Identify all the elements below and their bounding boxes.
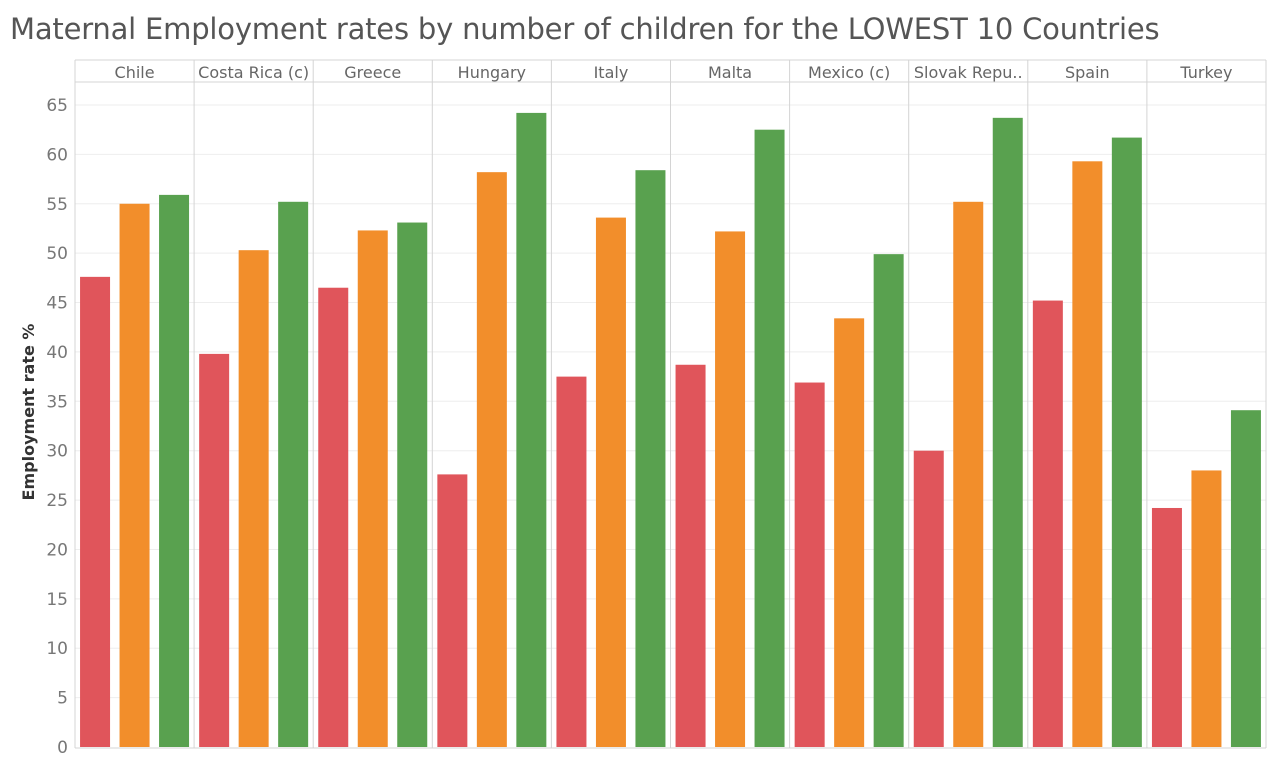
y-tick-label: 20 <box>46 540 68 560</box>
bar <box>675 364 706 747</box>
bar <box>754 129 785 747</box>
category-label: Costa Rica (c) <box>198 63 309 82</box>
y-axis: 0 5 10 15 20 25 30 35 40 45 50 55 60 65 <box>46 96 68 758</box>
category-label: Spain <box>1065 63 1110 82</box>
bar <box>238 250 269 747</box>
y-tick-label: 25 <box>46 491 68 511</box>
bar <box>1191 470 1222 747</box>
bar <box>992 117 1023 748</box>
category-label: Chile <box>115 63 155 82</box>
bar <box>357 230 388 748</box>
bars <box>80 112 1261 748</box>
category-label: Hungary <box>458 63 526 82</box>
y-tick-label: 10 <box>46 639 68 659</box>
bar <box>199 353 230 747</box>
bar <box>119 203 150 747</box>
bar <box>556 376 587 747</box>
category-label: Malta <box>708 63 752 82</box>
bar <box>80 276 111 747</box>
bar <box>1151 507 1182 747</box>
category-label: Turkey <box>1179 63 1232 82</box>
y-tick-label: 55 <box>46 195 68 215</box>
bar <box>873 254 904 747</box>
y-axis-title: Employment rate % <box>19 324 38 501</box>
column-headers: Chile Costa Rica (c) Greece Hungary Italy Mal… <box>75 59 1266 83</box>
y-tick-label: 0 <box>57 738 68 758</box>
bar <box>1072 161 1103 747</box>
y-tick-label: 60 <box>46 145 68 165</box>
bar <box>913 450 944 747</box>
bar <box>1032 300 1063 747</box>
bar <box>635 170 666 748</box>
gridlines <box>74 60 1267 749</box>
bar <box>278 201 309 748</box>
bar <box>437 474 468 747</box>
bar <box>595 217 626 747</box>
y-tick-label: 40 <box>46 343 68 363</box>
bar <box>516 112 547 747</box>
category-label: Slovak Repu.. <box>914 63 1023 82</box>
bar <box>1230 410 1261 747</box>
y-tick-label: 65 <box>46 96 68 116</box>
y-tick-label: 35 <box>46 392 68 412</box>
y-tick-label: 50 <box>46 244 68 264</box>
y-tick-label: 30 <box>46 442 68 462</box>
bar <box>1111 137 1142 747</box>
category-label: Greece <box>344 63 401 82</box>
y-tick-label: 5 <box>57 689 68 709</box>
bar <box>834 318 865 747</box>
bar <box>397 222 428 747</box>
bar <box>794 382 825 747</box>
category-label: Italy <box>594 63 629 82</box>
bar <box>715 231 746 747</box>
chart-title: Maternal Employment rates by number of c… <box>10 12 1160 46</box>
y-tick-label: 15 <box>46 590 68 610</box>
bar <box>159 194 190 747</box>
category-label: Mexico (c) <box>808 63 890 82</box>
bar <box>476 172 507 747</box>
bar <box>318 287 349 747</box>
bar <box>953 201 984 748</box>
y-tick-label: 45 <box>46 294 68 314</box>
